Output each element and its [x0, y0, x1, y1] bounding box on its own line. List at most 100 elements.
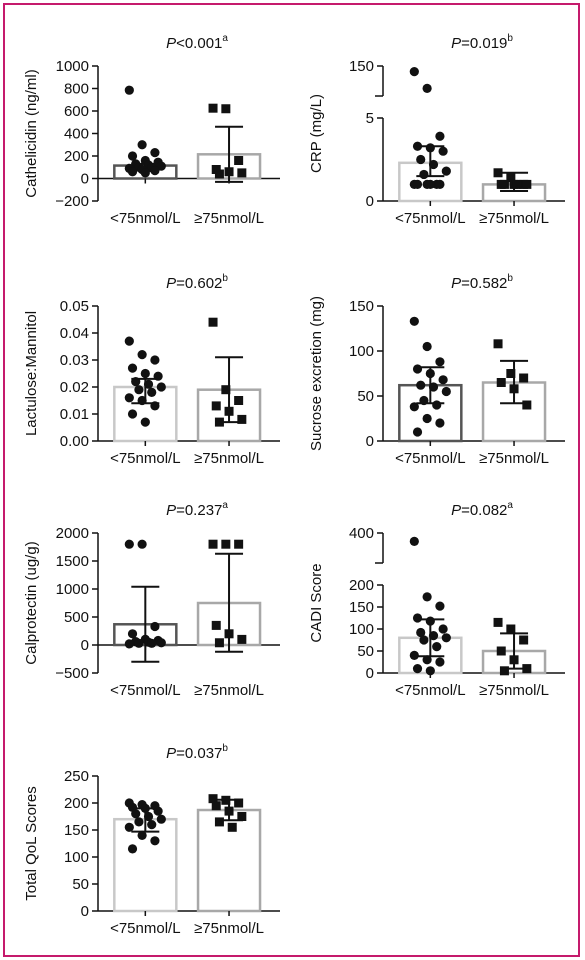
- data-point: [409, 67, 419, 77]
- data-point: [224, 629, 234, 639]
- chart-svg: 0.00 0.01 0.02 0.03 0.04 0.05 Lactulose:Mannit…: [23, 273, 280, 467]
- data-point: [150, 166, 160, 176]
- chart-calprotectin: −500 0 500 1000 1500 2000 Calprotectin (ug/g) P…: [10, 495, 290, 705]
- data-point: [127, 629, 138, 639]
- x-tick-label: <75nmol/L: [395, 210, 465, 227]
- y-tick-label: 0.04: [60, 325, 89, 342]
- y-tick-label: 2000: [56, 525, 89, 542]
- data-point: [214, 417, 224, 427]
- data-point: [140, 368, 150, 379]
- y-tick-label: 0: [81, 903, 89, 920]
- data-point: [156, 382, 166, 392]
- data-point: [150, 836, 160, 846]
- data-point: [137, 140, 147, 150]
- data-point: [435, 601, 445, 611]
- p-value-annotation: P=0.019b: [451, 33, 513, 52]
- y-axis-label: Lactulose:Mannitol: [23, 311, 40, 436]
- p-symbol: P: [451, 275, 461, 292]
- y-tick-label: 5: [366, 110, 374, 127]
- data-point: [409, 536, 419, 546]
- y-tick-label: 1000: [56, 581, 89, 598]
- data-point: [519, 635, 529, 645]
- data-point: [124, 639, 134, 649]
- y-tick-label: 400: [349, 525, 374, 542]
- y-tick-label: 0: [81, 171, 89, 188]
- data-point: [140, 417, 150, 427]
- data-point: [422, 341, 432, 352]
- p-superscript: a: [222, 33, 228, 44]
- data-point: [522, 179, 532, 189]
- chart-svg: 0 50 100 150 Sucrose excretion (mg) P=0.582b <…: [308, 273, 565, 467]
- x-tick-label: ≥75nmol/L: [194, 682, 264, 699]
- data-point: [134, 638, 144, 648]
- p-superscript: b: [222, 743, 228, 754]
- data-point: [127, 151, 138, 161]
- data-point: [509, 655, 519, 665]
- data-point: [237, 414, 247, 424]
- data-point: [153, 806, 163, 816]
- data-point: [425, 666, 435, 676]
- data-point: [435, 418, 445, 428]
- y-tick-label: 800: [64, 81, 89, 98]
- y-tick-label: 100: [64, 849, 89, 866]
- data-point: [425, 179, 435, 189]
- data-point: [211, 801, 221, 811]
- p-superscript: b: [507, 273, 513, 284]
- y-tick-label: 200: [64, 148, 89, 165]
- data-point: [214, 169, 224, 179]
- chart-svg: 0 50 100 150 200 250 Total QoL Scores P=0.037b <…: [23, 743, 280, 937]
- data-point: [124, 539, 134, 549]
- data-point: [425, 368, 435, 379]
- y-axis-label: CRP (mg/L): [308, 94, 325, 173]
- figure-frame: [3, 3, 580, 957]
- p-superscript: a: [222, 500, 228, 511]
- data-point: [124, 393, 134, 403]
- data-point: [131, 809, 141, 819]
- data-point: [493, 339, 503, 349]
- data-point: [416, 627, 426, 638]
- y-axis-label: Calprotectin (ug/g): [23, 541, 40, 664]
- chart-svg: 0 50 100 150 200 400 CADI Score P=0.082a <75nmol…: [308, 500, 565, 699]
- y-tick-label: 200: [64, 795, 89, 812]
- p-symbol: P: [166, 275, 176, 292]
- data-point: [409, 650, 419, 660]
- data-point: [127, 844, 138, 854]
- x-tick-label: ≥75nmol/L: [194, 920, 264, 937]
- data-point: [419, 395, 429, 406]
- data-point: [127, 409, 138, 419]
- data-point: [127, 167, 138, 177]
- y-tick-label: 150: [64, 822, 89, 839]
- y-tick-label: 500: [64, 609, 89, 626]
- chart-crp: 0 5 150 CRP (mg/L) P=0.019b <75nmol/L ≥75nmol/…: [295, 28, 575, 233]
- data-point: [208, 103, 218, 113]
- data-point: [208, 317, 218, 327]
- p-symbol: P: [166, 502, 176, 519]
- x-tick-label: <75nmol/L: [110, 450, 180, 467]
- data-point: [422, 413, 432, 424]
- y-tick-label: 0.00: [60, 433, 89, 450]
- data-point: [419, 635, 429, 645]
- p-symbol: P: [166, 745, 176, 762]
- y-axis-label: Cathelicidin (ng/ml): [23, 69, 40, 197]
- data-point: [137, 395, 147, 406]
- p-superscript: b: [222, 273, 228, 284]
- data-point: [519, 373, 529, 383]
- x-tick-label: <75nmol/L: [395, 450, 465, 467]
- y-tick-label: 100: [349, 343, 374, 360]
- data-point: [224, 167, 234, 177]
- data-point: [412, 664, 423, 674]
- p-symbol: P: [166, 35, 176, 52]
- data-point: [140, 803, 150, 813]
- data-point: [422, 83, 432, 93]
- data-point: [409, 402, 419, 412]
- data-point: [234, 539, 244, 549]
- chart-svg: 0 5 150 CRP (mg/L) P=0.019b <75nmol/L ≥75nmol/…: [308, 33, 565, 227]
- y-tick-label: −200: [55, 193, 89, 210]
- p-value-annotation: P=0.602b: [166, 273, 228, 292]
- data-point: [237, 168, 247, 178]
- data-point: [147, 820, 157, 830]
- p-value: =0.082: [461, 502, 507, 519]
- data-point: [409, 316, 419, 326]
- x-tick-label: <75nmol/L: [110, 920, 180, 937]
- data-point: [234, 156, 244, 165]
